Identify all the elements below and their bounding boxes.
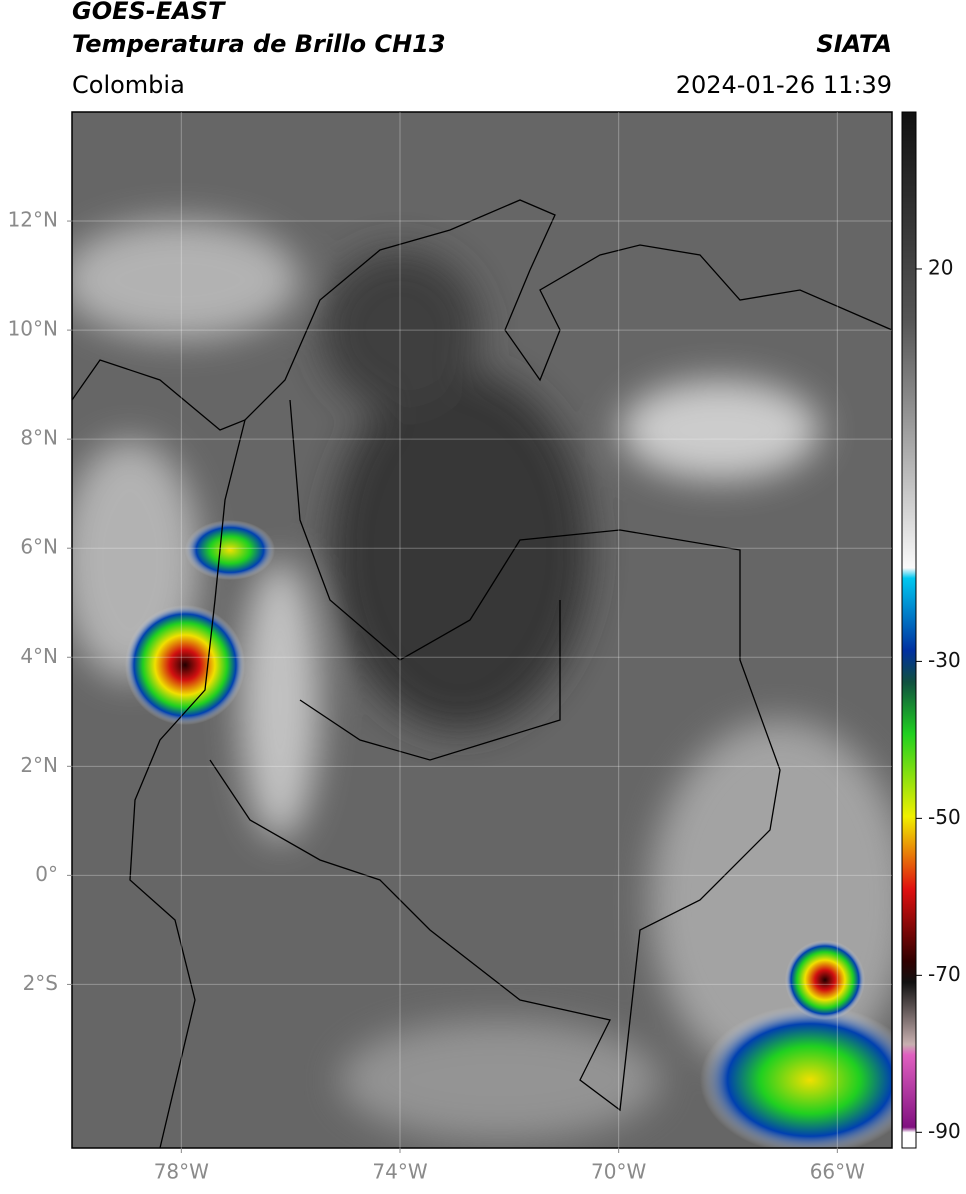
lat-label: 4°N xyxy=(20,644,58,668)
colorbar xyxy=(901,111,917,1149)
lat-label: 8°N xyxy=(20,426,58,450)
plot-frame xyxy=(71,111,893,1149)
lat-label: 2°N xyxy=(20,753,58,777)
lat-label: 0° xyxy=(35,862,58,886)
colorbar-label: -50 xyxy=(928,805,961,829)
timestamp: 2024-01-26 11:39 xyxy=(676,71,892,99)
source: SIATA xyxy=(816,30,892,58)
lon-label: 74°W xyxy=(372,1160,427,1184)
satellite-image xyxy=(72,112,892,1148)
lat-label: 12°N xyxy=(8,208,58,232)
lat-label: 10°N xyxy=(8,317,58,341)
region: Colombia xyxy=(72,71,185,99)
lat-label: 2°S xyxy=(23,971,58,995)
colorbar-label: -30 xyxy=(928,648,961,672)
colorbar-label: -70 xyxy=(928,962,961,986)
title: GOES-EAST xyxy=(72,0,226,25)
lon-label: 70°W xyxy=(591,1160,646,1184)
colorbar-label: -90 xyxy=(928,1119,961,1143)
lon-label: 66°W xyxy=(810,1160,865,1184)
lon-label: 78°W xyxy=(154,1160,209,1184)
colorbar-label: 20 xyxy=(928,255,953,279)
subtitle: Temperatura de Brillo CH13 xyxy=(72,30,446,58)
lat-label: 6°N xyxy=(20,535,58,559)
